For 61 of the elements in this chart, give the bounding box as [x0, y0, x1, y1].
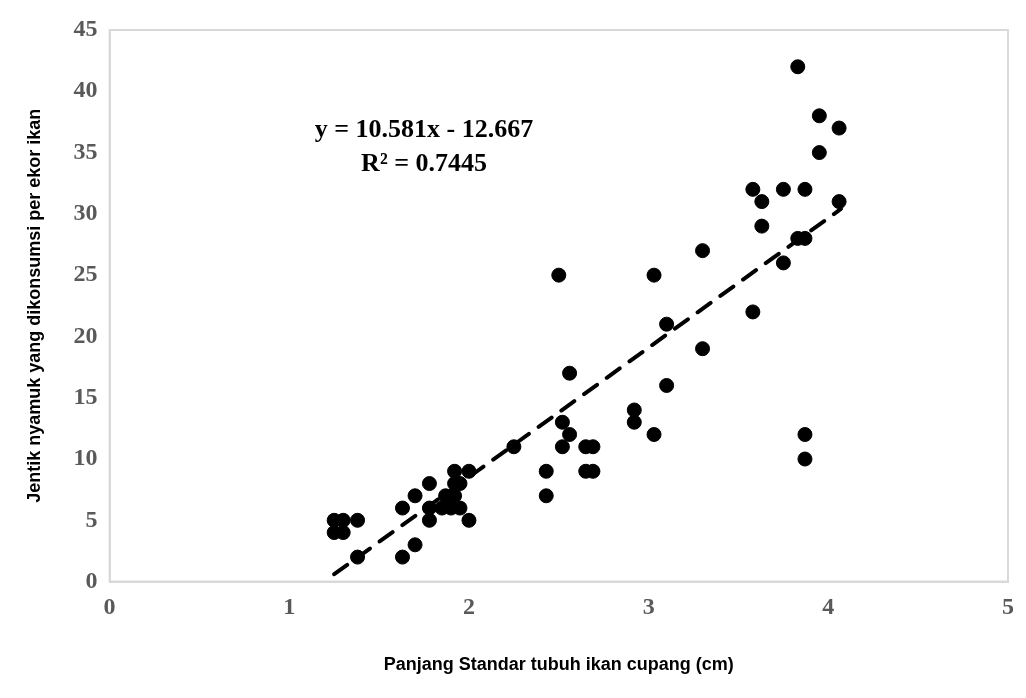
point	[626, 414, 642, 430]
x-tick-label: 2	[462, 593, 475, 620]
point	[790, 59, 806, 75]
annotation: y = 10.581x - 12.667	[314, 113, 534, 143]
point	[754, 194, 770, 210]
x-tick-label: 4	[822, 593, 835, 620]
point	[554, 439, 570, 455]
y-tick-label: 40	[73, 76, 98, 103]
y-tick-label: 35	[73, 137, 98, 164]
point	[421, 476, 437, 492]
point	[447, 463, 463, 479]
point	[538, 488, 554, 504]
point	[538, 463, 554, 479]
point	[562, 427, 578, 443]
point	[754, 218, 770, 234]
y-axis-title: Jentik nyamuk yang dikonsumsi per ekor ikan	[23, 108, 44, 503]
x-tick-label: 1	[283, 593, 296, 620]
point	[775, 181, 791, 197]
y-tick-label: 20	[73, 321, 98, 348]
y-tick-label: 25	[73, 260, 98, 287]
point	[811, 108, 827, 124]
point	[350, 549, 366, 565]
point	[646, 427, 662, 443]
point	[659, 377, 675, 393]
y-tick-label: 15	[73, 382, 98, 409]
point	[695, 243, 711, 259]
point	[394, 549, 410, 565]
point	[745, 181, 761, 197]
point	[775, 255, 791, 271]
y-tick-label: 45	[73, 15, 98, 42]
y-tick-label: 10	[73, 444, 98, 471]
point	[421, 512, 437, 528]
point	[461, 512, 477, 528]
y-tick-label: 5	[85, 505, 98, 532]
point	[695, 341, 711, 357]
point	[831, 120, 847, 136]
point	[407, 537, 423, 553]
point	[646, 267, 662, 283]
point	[626, 402, 642, 418]
point	[554, 414, 570, 430]
point	[797, 451, 813, 467]
point	[659, 316, 675, 332]
point	[407, 488, 423, 504]
y-tick-label: 0	[85, 566, 98, 593]
y-tick-label: 30	[73, 199, 98, 226]
point	[461, 463, 477, 479]
x-axis-title: Panjang Standar tubuh ikan cupang (cm)	[383, 654, 734, 675]
point	[551, 267, 567, 283]
point	[797, 427, 813, 443]
x-tick-label: 3	[642, 593, 655, 620]
point	[797, 181, 813, 197]
point	[831, 194, 847, 210]
point	[350, 512, 366, 528]
x-tick-label: 0	[103, 593, 116, 620]
point	[394, 500, 410, 516]
point	[745, 304, 761, 320]
annotation: R² = 0.7445	[361, 147, 487, 177]
point	[506, 439, 522, 455]
point	[562, 365, 578, 381]
x-tick-label: 5	[1002, 593, 1014, 620]
point	[811, 145, 827, 161]
